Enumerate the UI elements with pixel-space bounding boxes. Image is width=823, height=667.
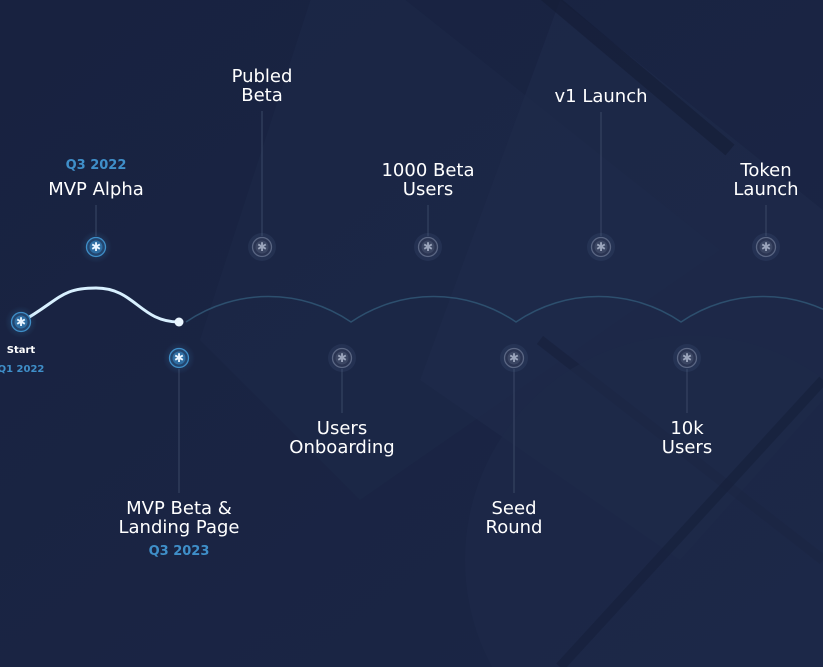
asterisk-icon: ✱ <box>16 315 26 329</box>
asterisk-icon: ✱ <box>509 351 519 365</box>
milestone-node: ✱ <box>500 344 528 372</box>
future-wave-line <box>185 295 823 323</box>
milestone-title: Users Onboarding <box>289 419 394 457</box>
asterisk-icon: ✱ <box>337 351 347 365</box>
milestone-title-line: Beta <box>241 85 283 106</box>
milestone-title: 10k Users <box>662 419 712 457</box>
milestone-title-line: MVP Beta & <box>126 498 232 519</box>
milestone-title-line: Token <box>740 160 792 181</box>
asterisk-icon: ✱ <box>91 240 101 254</box>
milestone-node: ✱ <box>673 344 701 372</box>
milestone-node: ✱ <box>80 231 112 263</box>
milestone-title: MVP Alpha <box>48 180 144 199</box>
start-label: Start <box>6 345 36 356</box>
milestone-node: ✱ <box>752 233 780 261</box>
milestone-node: ✱ <box>587 233 615 261</box>
progress-end-dot <box>174 317 184 327</box>
milestone-node: ✱ <box>248 233 276 261</box>
milestone-title: Seed Round <box>486 499 543 537</box>
milestone-title-line: Round <box>485 517 543 538</box>
milestone-title: Token Launch <box>733 161 798 199</box>
milestone-node: ✱ <box>163 342 195 374</box>
timeline-nodes: ✱ ✱ ✱ ✱ ✱ ✱ ✱ ✱ ✱ ✱ <box>5 231 780 374</box>
start-node: ✱ <box>5 306 37 338</box>
milestone-title-line: Landing Page <box>118 517 240 538</box>
milestone-title-line: Onboarding <box>289 437 395 458</box>
milestone-title-line: Publed <box>231 66 293 87</box>
milestone-title: MVP Beta & Landing Page <box>118 499 239 537</box>
asterisk-icon: ✱ <box>682 351 692 365</box>
milestone-node: ✱ <box>328 344 356 372</box>
milestone-title-line: MVP Alpha <box>48 179 144 200</box>
milestone-title-line: Users <box>661 437 713 458</box>
milestone-title-line: v1 Launch <box>554 86 648 107</box>
asterisk-icon: ✱ <box>596 240 606 254</box>
timeline-curves <box>19 111 823 493</box>
milestone-title-line: Launch <box>733 179 799 200</box>
start-date: Q1 2022 <box>0 364 45 375</box>
milestone-title-line: Users <box>316 418 368 439</box>
milestone-title-line: 10k <box>670 418 704 439</box>
asterisk-icon: ✱ <box>174 351 184 365</box>
asterisk-icon: ✱ <box>761 240 771 254</box>
milestone-title: Publed Beta <box>232 67 293 105</box>
milestone-title-line: Seed <box>491 498 537 519</box>
milestone-date: Q3 2023 <box>148 544 210 559</box>
milestone-title-line: Users <box>402 179 454 200</box>
progress-line <box>19 286 181 324</box>
milestone-title-line: 1000 Beta <box>381 160 475 181</box>
asterisk-icon: ✱ <box>423 240 433 254</box>
milestone-title: v1 Launch <box>554 87 647 106</box>
milestone-node: ✱ <box>414 233 442 261</box>
milestone-date: Q3 2022 <box>65 158 127 173</box>
milestone-title: 1000 Beta Users <box>381 161 474 199</box>
asterisk-icon: ✱ <box>257 240 267 254</box>
